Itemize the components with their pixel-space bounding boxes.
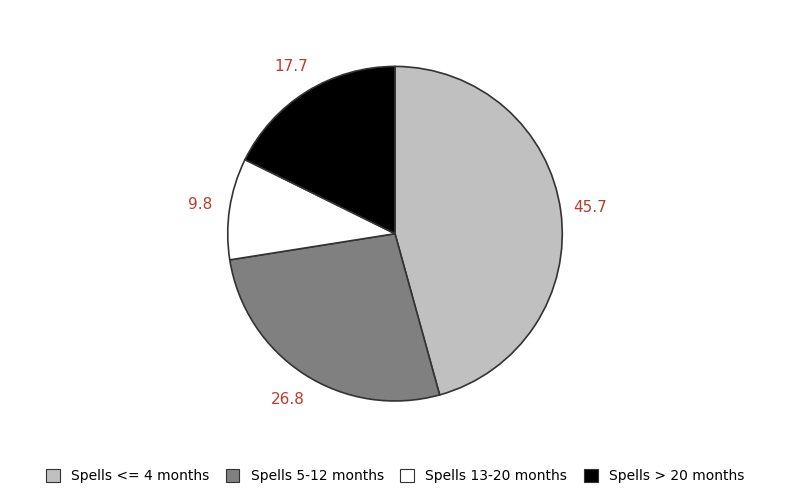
Text: 26.8: 26.8 [271, 392, 305, 407]
Wedge shape [230, 234, 440, 401]
Text: 45.7: 45.7 [574, 200, 608, 215]
Text: 9.8: 9.8 [188, 196, 212, 212]
Legend: Spells <= 4 months, Spells 5-12 months, Spells 13-20 months, Spells > 20 months: Spells <= 4 months, Spells 5-12 months, … [39, 462, 751, 490]
Wedge shape [228, 159, 395, 260]
Wedge shape [395, 66, 562, 395]
Wedge shape [245, 66, 395, 234]
Text: 17.7: 17.7 [274, 59, 307, 73]
